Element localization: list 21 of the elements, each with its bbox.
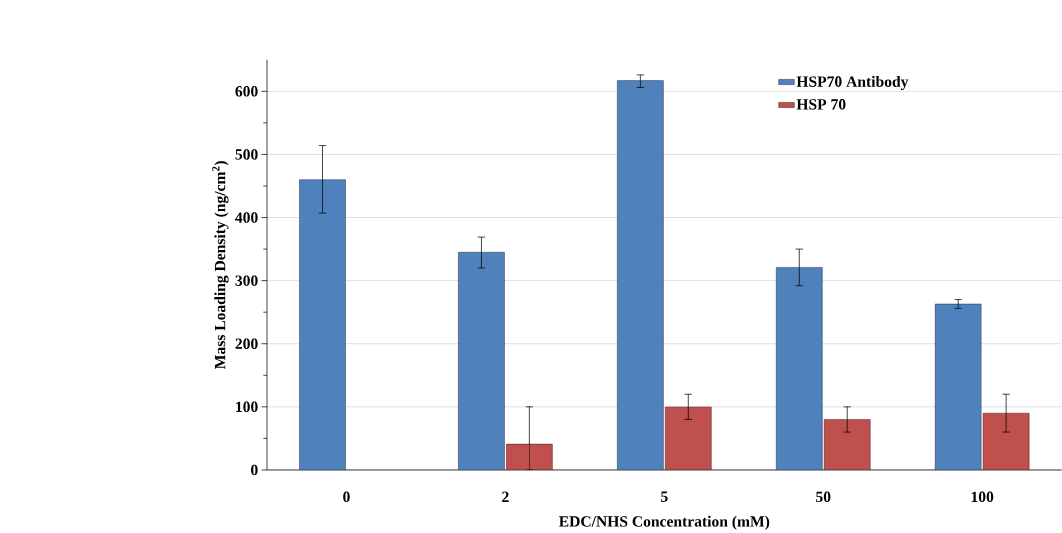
bar xyxy=(299,179,346,470)
y-tick-label: 600 xyxy=(235,86,258,97)
y-tick-label: 500 xyxy=(235,149,258,160)
bar xyxy=(776,267,823,470)
y-tick-label: 0 xyxy=(251,464,258,476)
legend-label: HSP 70 xyxy=(796,99,846,110)
bar xyxy=(617,80,664,470)
y-tick-label: 400 xyxy=(235,212,258,223)
y-axis-title: Mass Loading Density (ng/cm$^{2}$) xyxy=(212,161,229,370)
bar xyxy=(458,252,505,470)
x-tick-label: 50 xyxy=(816,491,831,503)
y-tick-label: 200 xyxy=(235,338,258,350)
bar xyxy=(934,303,982,470)
x-tick-label: 100 xyxy=(971,491,994,503)
x-tick-label: 2 xyxy=(502,491,509,502)
y-tick-label: 100 xyxy=(236,401,258,413)
x-tick-label: 0 xyxy=(343,491,350,503)
x-tick-label: 5 xyxy=(661,491,668,502)
legend-label: HSP70 Antibody xyxy=(796,75,909,91)
x-axis-title: EDC/NHS Concentration (mM) xyxy=(559,515,770,530)
y-tick-label: 300 xyxy=(235,275,258,286)
